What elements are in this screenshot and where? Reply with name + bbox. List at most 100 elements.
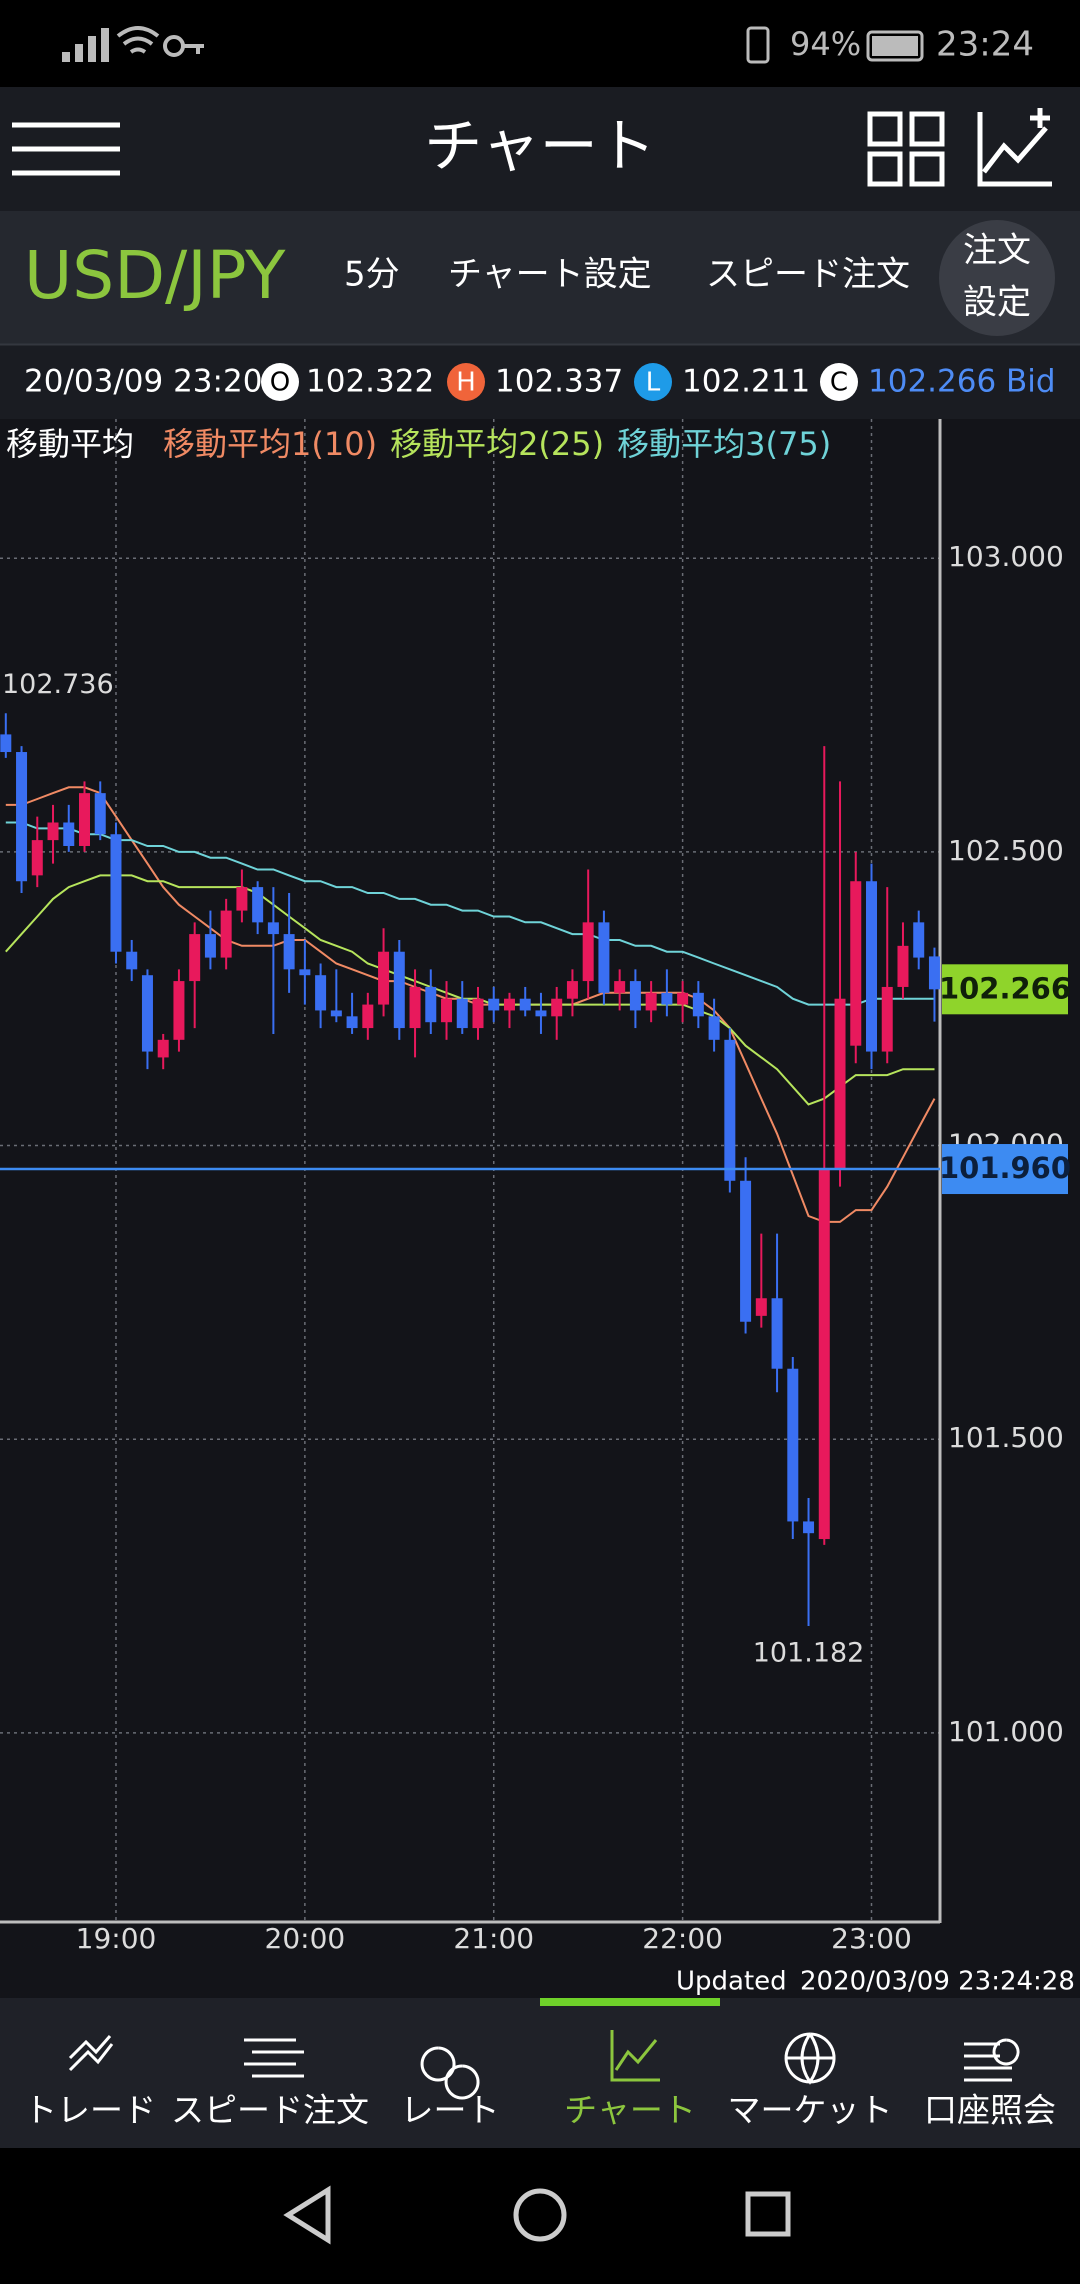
legend-title: 移動平均 — [6, 425, 134, 463]
interval-button[interactable]: 5分 — [344, 255, 400, 295]
updated-time: 2020/03/09 23:24:28 — [800, 1967, 1075, 1997]
candle-body — [771, 1298, 783, 1369]
order-settings-button[interactable] — [939, 220, 1055, 336]
high-value: 102.337 — [495, 364, 623, 400]
candle-body — [173, 981, 185, 1040]
layout-button[interactable] — [867, 111, 945, 187]
x-tick-label: 21:00 — [453, 1922, 534, 1955]
candle-body — [519, 998, 531, 1011]
order-settings-label[interactable]: 設定 — [963, 283, 1031, 323]
candle-body — [425, 986, 437, 1023]
nav-icon — [610, 2030, 660, 2082]
candle-body — [708, 1016, 720, 1040]
back-button[interactable] — [283, 2185, 331, 2245]
moving-average-line — [5, 874, 935, 1106]
legend-entry: 移動平均3(75) — [617, 425, 831, 463]
nav-item[interactable]: トレード — [24, 2035, 156, 2130]
add-indicator-button[interactable] — [977, 108, 1052, 187]
signal-icon — [62, 28, 109, 62]
nav-item[interactable]: スピード注文 — [171, 2038, 369, 2130]
x-tick-label: 19:00 — [76, 1922, 157, 1955]
candle-body — [677, 992, 689, 1005]
nav-item[interactable]: レート — [401, 2046, 500, 2130]
candle-body — [330, 1010, 342, 1017]
candle-body — [834, 998, 846, 1170]
system-nav — [0, 2148, 1080, 2280]
nav-icon — [964, 2038, 1020, 2082]
candle-body — [299, 969, 311, 976]
nav-item[interactable]: 口座照会 — [924, 2038, 1056, 2130]
open-value: 102.322 — [306, 364, 434, 400]
vibrate-icon — [746, 26, 770, 64]
nav-label[interactable]: チャート — [564, 2091, 696, 2130]
active-indicator — [540, 1998, 720, 2006]
close-badge — [820, 363, 858, 401]
candle-body — [220, 910, 232, 958]
nav-label[interactable]: トレード — [24, 2091, 156, 2130]
x-tick-label: 20:00 — [265, 1922, 346, 1955]
nav-label[interactable]: マーケット — [728, 2091, 893, 2130]
candle-body — [503, 998, 515, 1011]
candle-body — [346, 1016, 358, 1029]
updated-row — [0, 1962, 1080, 1998]
open-tag: O — [270, 368, 290, 398]
ohlc-row — [0, 344, 1080, 419]
plot: 101.000101.500102.000102.500103.00019:00… — [0, 419, 1071, 1955]
home-button[interactable] — [513, 2188, 567, 2242]
nav-label[interactable]: 口座照会 — [924, 2091, 1056, 2130]
candle-body — [378, 951, 390, 1005]
moving-average-line — [5, 786, 936, 1223]
candle-body — [881, 986, 893, 1052]
candle-body — [31, 840, 43, 876]
nav-item[interactable]: チャート — [564, 2030, 696, 2130]
app-header — [0, 87, 1080, 211]
candle-body — [393, 951, 405, 1029]
candle-body — [897, 945, 909, 987]
candle-body — [535, 1010, 547, 1017]
updated-label: Updated — [676, 1967, 787, 1997]
candle-body — [866, 881, 877, 1052]
nav-items: トレード スピード注文 レート チャート マーケット 口座照会 — [24, 1998, 1056, 2130]
candle-body — [614, 981, 626, 993]
nav-item[interactable]: マーケット — [728, 2032, 893, 2130]
candle-body — [551, 998, 563, 1017]
candle-body — [582, 922, 594, 982]
candle-body — [141, 975, 153, 1052]
price-side: Bid — [1006, 364, 1056, 400]
candle-body — [598, 922, 610, 993]
candle-body — [472, 998, 484, 1029]
bar-datetime: 20/03/09 23:20 — [24, 364, 262, 400]
last-price-box — [942, 964, 1068, 1015]
currency-pair[interactable]: USD/JPY — [24, 237, 286, 314]
recents-button[interactable] — [745, 2191, 791, 2237]
candle-body — [126, 951, 138, 970]
speed-order-button[interactable]: スピード注文 — [706, 255, 910, 295]
nav-label[interactable]: スピード注文 — [171, 2091, 369, 2130]
candle-body — [803, 1521, 815, 1534]
candle-body — [79, 793, 90, 846]
candle-body — [913, 922, 925, 958]
candle-body — [488, 998, 500, 1011]
low-annotation: 101.182 — [753, 1637, 865, 1668]
candle-body — [818, 1169, 830, 1540]
nav-label[interactable]: レート — [401, 2091, 500, 2130]
menu-button[interactable] — [12, 122, 120, 176]
candle-body — [0, 734, 12, 753]
candle-body — [740, 1180, 752, 1322]
open-badge — [261, 363, 299, 401]
moving-average-line — [5, 821, 935, 1006]
candle-body — [629, 981, 641, 1011]
order-settings-label[interactable]: 注文 — [963, 231, 1031, 271]
high-badge — [447, 363, 485, 401]
candle-body — [110, 834, 122, 952]
chart-area — [0, 419, 1080, 1962]
high-annotation: 102.736 — [2, 669, 114, 700]
candle-body — [692, 992, 704, 1017]
candle-body — [47, 822, 59, 841]
candle-body — [787, 1368, 799, 1522]
candle-body — [204, 934, 216, 958]
bid-price-box — [942, 1144, 1068, 1195]
candle-body — [566, 981, 578, 999]
chart-settings-button[interactable]: チャート設定 — [448, 255, 652, 295]
low-value: 102.211 — [682, 364, 810, 400]
